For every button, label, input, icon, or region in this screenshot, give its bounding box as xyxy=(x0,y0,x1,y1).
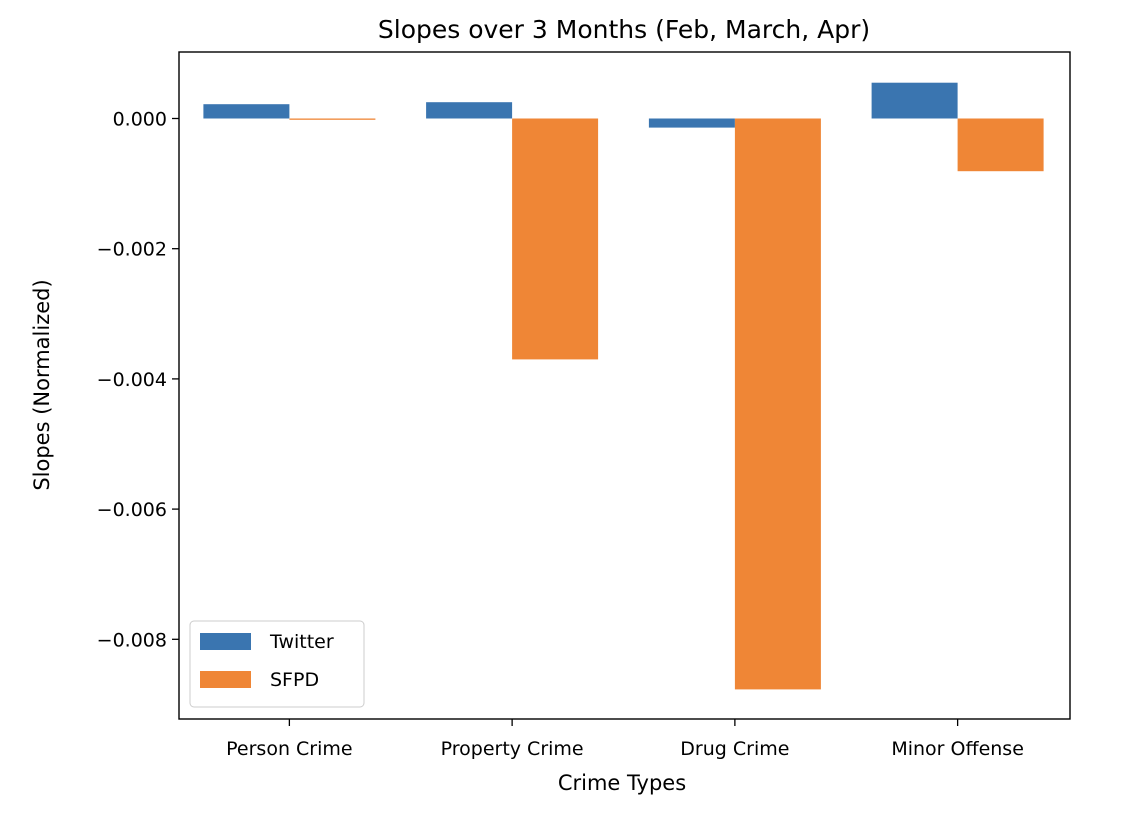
bar-twitter-2 xyxy=(426,102,513,119)
bar-twitter-1 xyxy=(203,104,290,119)
y-tick-label: 0.000 xyxy=(113,109,167,131)
legend: Twitter SFPD xyxy=(189,620,365,708)
y-tick-label: −0.008 xyxy=(97,629,167,651)
y-tick-label: −0.004 xyxy=(97,369,167,391)
bar-sfpd-3 xyxy=(734,118,821,690)
legend-swatch-twitter xyxy=(200,633,251,650)
y-tick-label: −0.002 xyxy=(97,239,167,261)
bar-twitter-4 xyxy=(871,82,958,119)
bar-sfpd-1 xyxy=(289,118,376,120)
x-axis: Person Crime Property Crime Drug Crime Mino… xyxy=(226,719,1024,760)
y-axis: 0.000 −0.002 −0.004 −0.006 −0.008 xyxy=(97,109,179,651)
plot-frame xyxy=(178,51,1071,720)
bar-sfpd-2 xyxy=(512,118,599,360)
x-tick-label: Minor Offense xyxy=(891,738,1024,760)
legend-swatch-sfpd xyxy=(200,671,251,688)
x-tick-label: Property Crime xyxy=(441,738,584,760)
x-tick-label: Drug Crime xyxy=(680,738,789,760)
legend-label-sfpd: SFPD xyxy=(270,669,319,691)
x-axis-label: Crime Types xyxy=(558,771,686,795)
x-tick-label: Person Crime xyxy=(226,738,352,760)
legend-label-twitter: Twitter xyxy=(269,631,334,653)
bar-twitter-3 xyxy=(648,118,735,128)
chart-title: Slopes over 3 Months (Feb, March, Apr) xyxy=(378,15,870,44)
y-axis-label: Slopes (Normalized) xyxy=(30,279,54,490)
bars xyxy=(203,82,1044,690)
y-tick-label: −0.006 xyxy=(97,499,167,521)
bar-sfpd-4 xyxy=(957,118,1044,172)
